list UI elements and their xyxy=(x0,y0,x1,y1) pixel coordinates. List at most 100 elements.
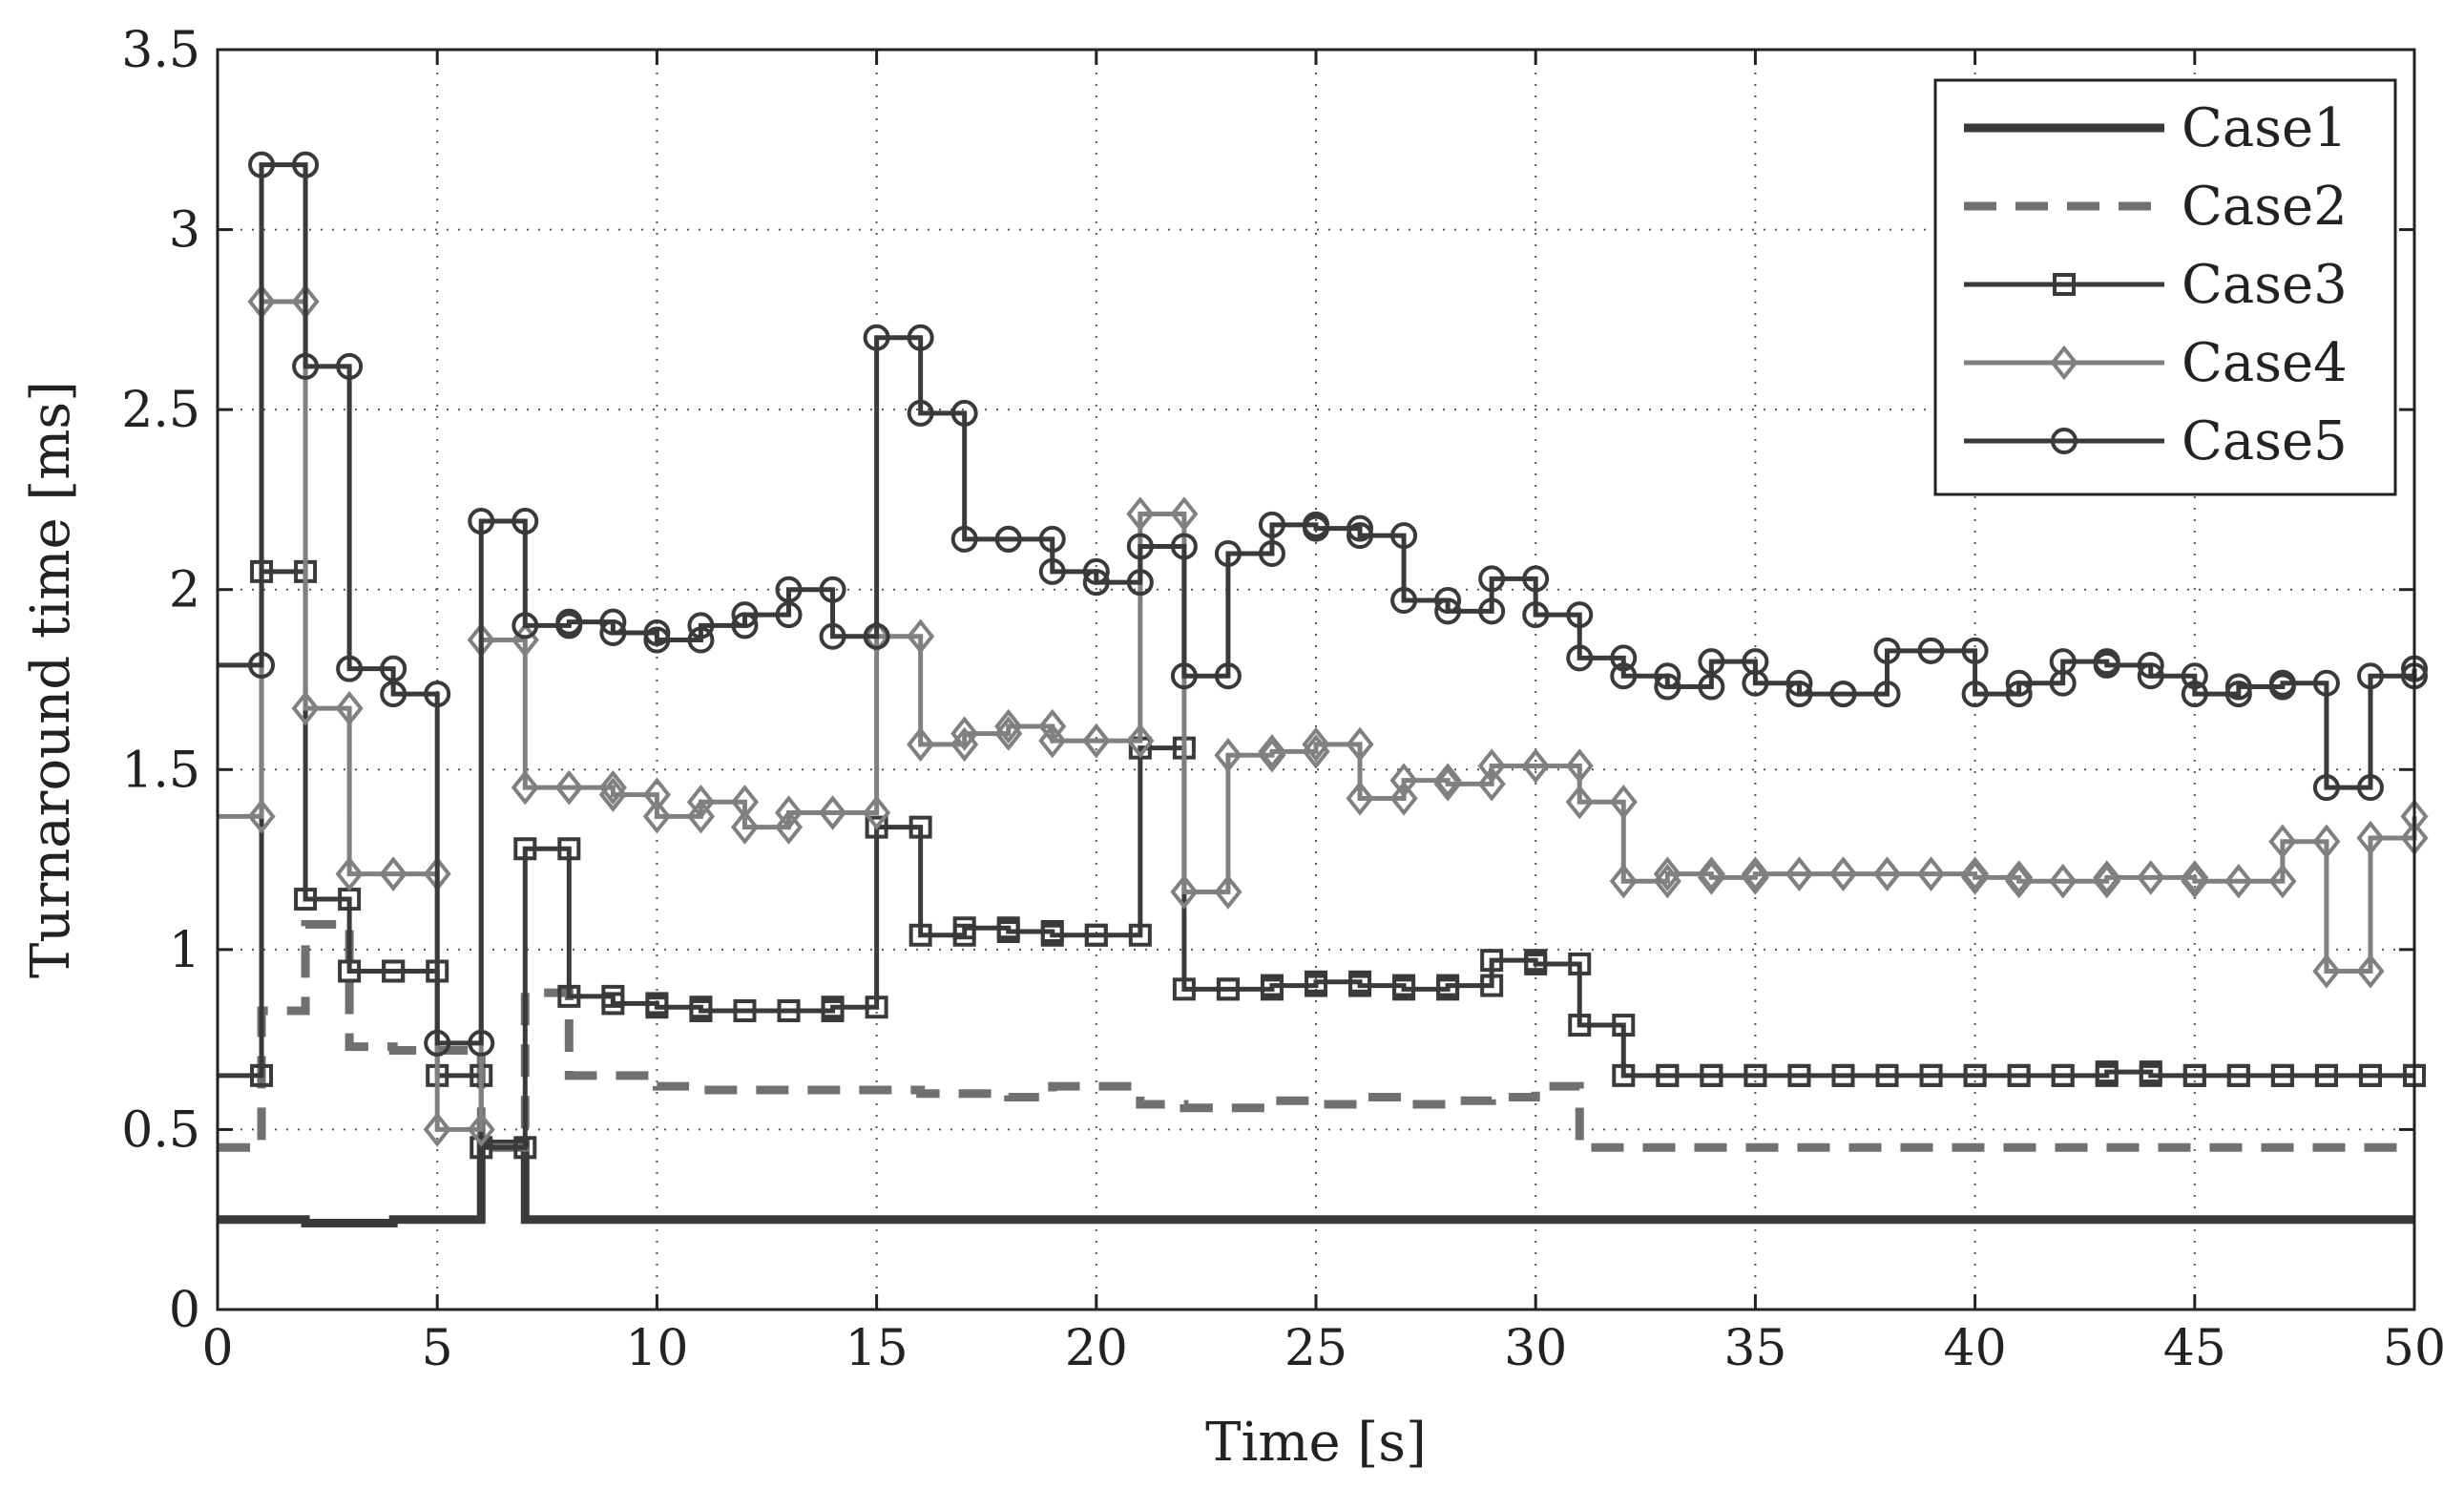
legend-label-case5: Case5 xyxy=(2182,410,2348,472)
data-point xyxy=(863,622,890,650)
data-point xyxy=(1961,637,1989,664)
data-point xyxy=(1389,781,1418,816)
data-point xyxy=(733,998,757,1022)
y-axis-title: Turnaround time [ms] xyxy=(20,381,82,978)
data-point xyxy=(730,785,760,820)
data-point xyxy=(250,1063,274,1087)
data-point xyxy=(642,777,671,812)
data-point xyxy=(1785,669,1813,697)
x-tick-label: 10 xyxy=(625,1320,688,1377)
data-point xyxy=(821,995,845,1019)
data-point xyxy=(1347,522,1374,550)
data-point xyxy=(1785,681,1813,708)
data-point xyxy=(1434,587,1462,615)
data-point xyxy=(1609,785,1638,820)
data-point xyxy=(424,1029,451,1057)
data-point xyxy=(1038,723,1067,759)
data-point xyxy=(335,690,364,726)
legend-label-case4: Case4 xyxy=(2182,332,2348,394)
data-point xyxy=(1700,1063,1723,1087)
series-case4 xyxy=(218,283,2429,1147)
data-point xyxy=(2181,681,2208,708)
data-point xyxy=(513,837,537,861)
data-point xyxy=(1963,1063,1987,1087)
data-point xyxy=(775,576,803,603)
data-point xyxy=(775,601,803,629)
x-tick-label: 35 xyxy=(1723,1320,1786,1377)
data-point xyxy=(777,998,801,1022)
data-point xyxy=(1172,977,1196,1001)
data-point xyxy=(1478,597,1506,625)
data-point xyxy=(950,399,978,427)
data-point xyxy=(1436,974,1460,997)
data-point xyxy=(1348,974,1372,997)
series-line-case4 xyxy=(218,299,2417,1132)
data-point xyxy=(2005,860,2034,895)
data-point xyxy=(1214,540,1242,567)
data-point xyxy=(996,920,1020,943)
y-tick-label: 0 xyxy=(169,1282,200,1339)
data-point xyxy=(2181,860,2209,895)
data-point xyxy=(687,626,715,654)
data-point xyxy=(1741,856,1769,891)
x-tick-label: 25 xyxy=(1284,1320,1347,1377)
data-point xyxy=(1831,1063,1855,1087)
x-tick-label: 20 xyxy=(1065,1320,1128,1377)
data-point xyxy=(248,151,276,178)
data-point xyxy=(865,815,888,839)
data-point xyxy=(1038,557,1066,585)
data-point xyxy=(1126,569,1154,597)
data-point xyxy=(1346,726,1374,763)
data-point xyxy=(2137,651,2164,679)
data-point xyxy=(1347,514,1374,542)
data-point xyxy=(1521,748,1550,784)
data-point xyxy=(292,151,320,178)
data-point xyxy=(1565,785,1594,820)
data-point xyxy=(774,795,804,830)
legend-label-case2: Case2 xyxy=(2182,176,2348,238)
data-point xyxy=(2358,1063,2382,1087)
data-point xyxy=(2049,863,2078,899)
data-point xyxy=(379,856,407,891)
data-point xyxy=(1873,637,1901,664)
data-point xyxy=(907,324,934,351)
x-tick-label: 45 xyxy=(2163,1320,2226,1377)
data-point xyxy=(1610,662,1638,690)
data-point xyxy=(468,1029,495,1057)
data-point xyxy=(2093,863,2121,899)
data-point xyxy=(1524,952,1548,975)
data-point xyxy=(1170,496,1199,532)
data-point xyxy=(468,508,495,535)
data-point xyxy=(338,959,362,983)
data-point xyxy=(2224,673,2252,701)
data-point xyxy=(2005,863,2034,899)
y-tick-label: 1.5 xyxy=(121,742,200,799)
data-point xyxy=(2005,669,2033,697)
data-point xyxy=(1741,860,1769,895)
data-point xyxy=(2139,1063,2162,1087)
data-point xyxy=(1258,737,1286,773)
data-point xyxy=(686,785,716,820)
data-point xyxy=(1433,763,1462,798)
data-point xyxy=(1565,748,1594,784)
data-point xyxy=(555,608,583,636)
data-point xyxy=(1126,723,1155,759)
data-point xyxy=(1258,511,1285,538)
data-point xyxy=(1126,533,1154,560)
data-point xyxy=(2356,820,2385,856)
data-point xyxy=(512,508,539,535)
data-point xyxy=(686,799,716,834)
data-point xyxy=(1698,673,1725,701)
data-point xyxy=(908,815,932,839)
data-point xyxy=(2356,662,2384,690)
data-point xyxy=(1346,781,1374,816)
x-axis-title: Time [s] xyxy=(1205,1412,1427,1474)
data-point xyxy=(557,837,581,861)
data-point xyxy=(1568,952,1592,975)
data-point xyxy=(2226,1063,2250,1087)
data-point xyxy=(1522,565,1550,593)
data-point xyxy=(1522,601,1550,629)
data-point xyxy=(1038,525,1066,553)
data-point xyxy=(1082,569,1110,597)
data-point xyxy=(1260,974,1284,997)
